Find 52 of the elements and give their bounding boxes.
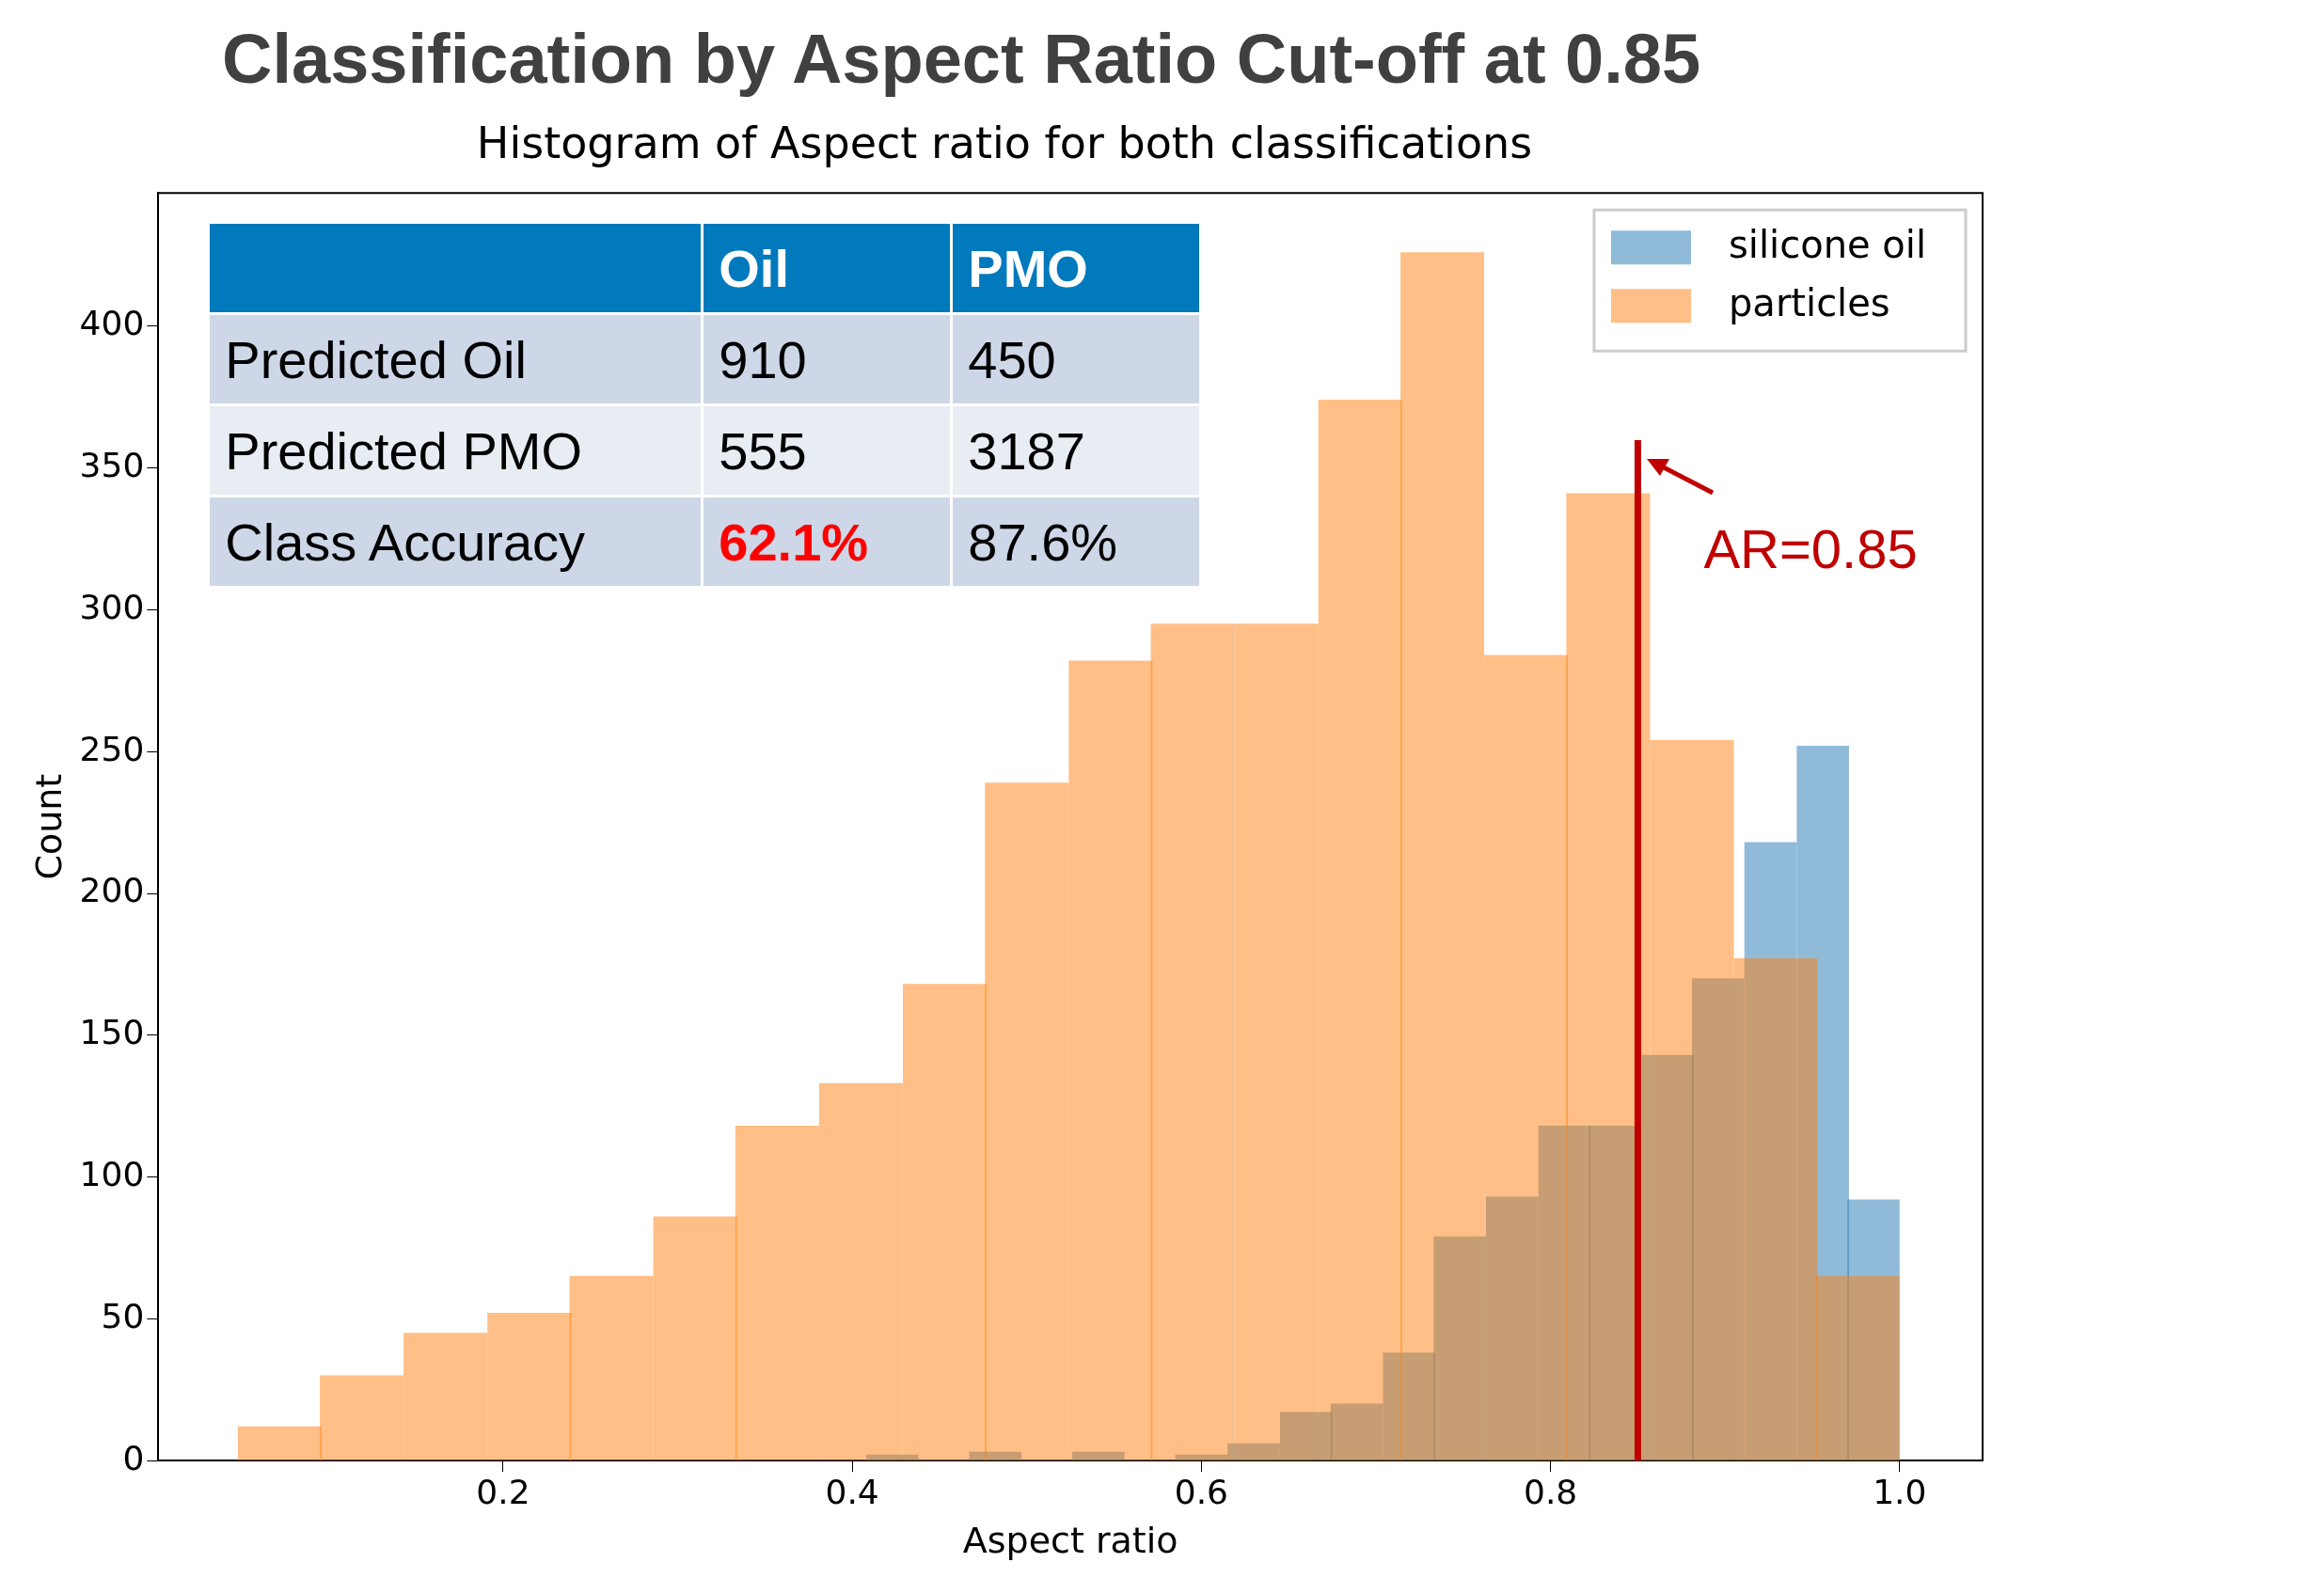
annotation: PMO	[951, 222, 1201, 314]
x-tick-label: 0.4	[825, 1473, 879, 1512]
annotation: Oil	[702, 222, 952, 314]
y-tick-label: 100	[79, 1154, 145, 1193]
annotation: Predicted Oil	[208, 313, 703, 405]
y-tick-label: 250	[79, 729, 145, 768]
x-axis-title: Aspect ratio	[962, 1520, 1178, 1562]
chart-title: Classification by Aspect Ratio Cut-off at 0.85	[222, 20, 1701, 98]
bar	[1068, 660, 1153, 1461]
y-tick-label: 350	[79, 446, 145, 485]
legend-label: particles	[1728, 280, 1890, 324]
bar	[320, 1375, 404, 1461]
x-tick-label: 0.6	[1174, 1473, 1228, 1512]
annotation: 87.6%	[951, 496, 1201, 588]
y-tick-label: 400	[79, 304, 145, 343]
bar	[1650, 739, 1734, 1461]
annotation: 3187	[951, 404, 1201, 497]
bar	[1150, 623, 1235, 1461]
annotation: 910	[702, 313, 952, 405]
x-tick-label: 0.8	[1523, 1473, 1578, 1512]
bar	[903, 984, 987, 1461]
ref-line-label: AR=0.85	[1703, 518, 1918, 580]
bar	[1318, 400, 1402, 1461]
y-tick-label: 0	[122, 1438, 145, 1477]
bar	[818, 1082, 903, 1461]
x-tick-label: 1.0	[1873, 1473, 1927, 1512]
bar	[1815, 1275, 1900, 1461]
bar	[653, 1216, 737, 1461]
annotation: 62.1%	[702, 496, 952, 588]
annotation: 555	[702, 404, 952, 497]
y-axis-title: Count	[27, 773, 70, 880]
bar	[569, 1275, 654, 1461]
bar	[985, 782, 1069, 1461]
x-tick-label: 0.2	[476, 1473, 530, 1512]
bar	[403, 1333, 488, 1461]
bar	[1400, 252, 1485, 1461]
annotation: Predicted PMO	[208, 404, 703, 497]
bar	[1733, 958, 1818, 1461]
y-tick-label: 200	[79, 871, 145, 910]
chart-subtitle: Histogram of Aspect ratio for both classifications	[476, 117, 1533, 168]
bar	[237, 1426, 322, 1461]
legend-label: silicone oil	[1728, 222, 1927, 266]
annotation: 450	[951, 313, 1201, 405]
bar	[1234, 623, 1319, 1461]
annotation: Class Accuracy	[208, 496, 703, 588]
bar	[487, 1313, 572, 1461]
bar	[1566, 493, 1651, 1461]
bar	[735, 1126, 819, 1461]
y-tick-label: 300	[79, 587, 145, 626]
y-tick-label: 50	[101, 1296, 145, 1335]
bar	[1484, 655, 1569, 1461]
y-tick-label: 150	[79, 1013, 145, 1052]
